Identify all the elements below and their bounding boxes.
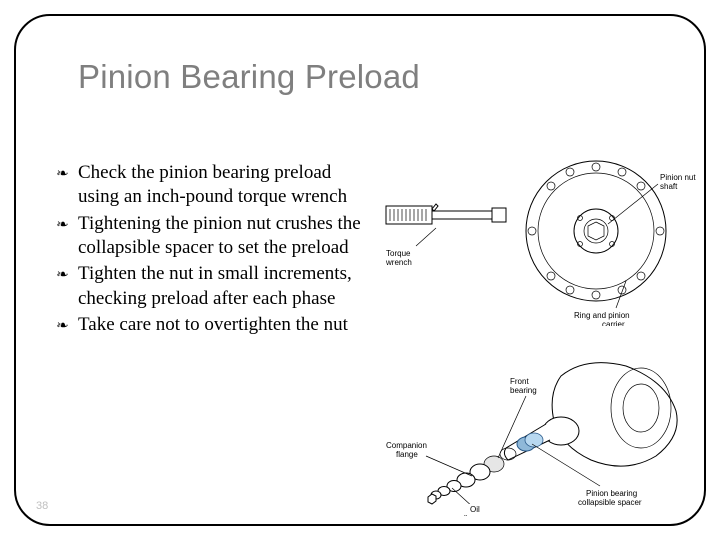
label-carrier-1: Ring and pinion: [574, 311, 630, 320]
svg-text:Torquewrench: Torquewrench: [385, 249, 412, 267]
label-carrier-2: carrier: [602, 320, 625, 326]
list-item: ❧ Tighten the nut in small increments, c…: [56, 262, 366, 311]
bullet-text: Tightening the pinion nut crushes the co…: [78, 213, 361, 258]
label-front-bearing-2: bearing: [510, 386, 537, 395]
bullet-text: Check the pinion bearing preload using a…: [78, 162, 347, 207]
svg-text:Frontbearing: Frontbearing: [510, 377, 537, 395]
label-pinion-nut-2: shaft: [660, 182, 678, 191]
list-item: ❧ Take care not to overtighten the nut: [56, 313, 366, 337]
figure-carrier-torque: Torquewrench Pinion nutshaft Ring and pi…: [376, 146, 696, 326]
label-companion-1: Companion: [386, 441, 427, 450]
bullet-text: Take care not to overtighten the nut: [78, 314, 348, 335]
label-torque-wrench-1: Torque: [386, 249, 411, 258]
label-oil-a: Oil: [470, 505, 480, 514]
label-torque-wrench-2: wrench: [385, 258, 412, 267]
bullet-list: ❧ Check the pinion bearing preload using…: [56, 161, 366, 339]
label-spacer-2: collapsible spacer: [578, 498, 642, 507]
svg-text:Companionflange: Companionflange: [386, 441, 427, 459]
svg-text:Pinion nutshaft: Pinion nutshaft: [660, 173, 696, 191]
bullet-icon: ❧: [56, 165, 69, 181]
slide-title: Pinion Bearing Preload: [78, 58, 420, 96]
label-pinion-nut-1: Pinion nut: [660, 173, 696, 182]
bullet-icon: ❧: [56, 267, 69, 283]
page-number: 38: [36, 500, 48, 512]
figure-exploded-pinion: Frontbearing Companionflange Oil Oilslin…: [386, 336, 696, 516]
list-item: ❧ Check the pinion bearing preload using…: [56, 161, 366, 210]
label-companion-2: flange: [396, 450, 418, 459]
bullet-text: Tighten the nut in small increments, che…: [78, 263, 352, 308]
bullet-icon: ❧: [56, 317, 69, 333]
label-oil-b: slinger: [460, 514, 484, 516]
slide-frame: Pinion Bearing Preload ❧ Check the pinio…: [14, 14, 706, 526]
svg-text:Ring and pinioncarrier: Ring and pinioncarrier: [574, 311, 630, 326]
label-spacer-1: Pinion bearing: [586, 489, 637, 498]
label-front-bearing-1: Front: [510, 377, 529, 386]
bullet-icon: ❧: [56, 216, 69, 232]
svg-text:Pinion bearingcollapsible spac: Pinion bearingcollapsible spacer: [578, 489, 642, 507]
list-item: ❧ Tightening the pinion nut crushes the …: [56, 212, 366, 261]
